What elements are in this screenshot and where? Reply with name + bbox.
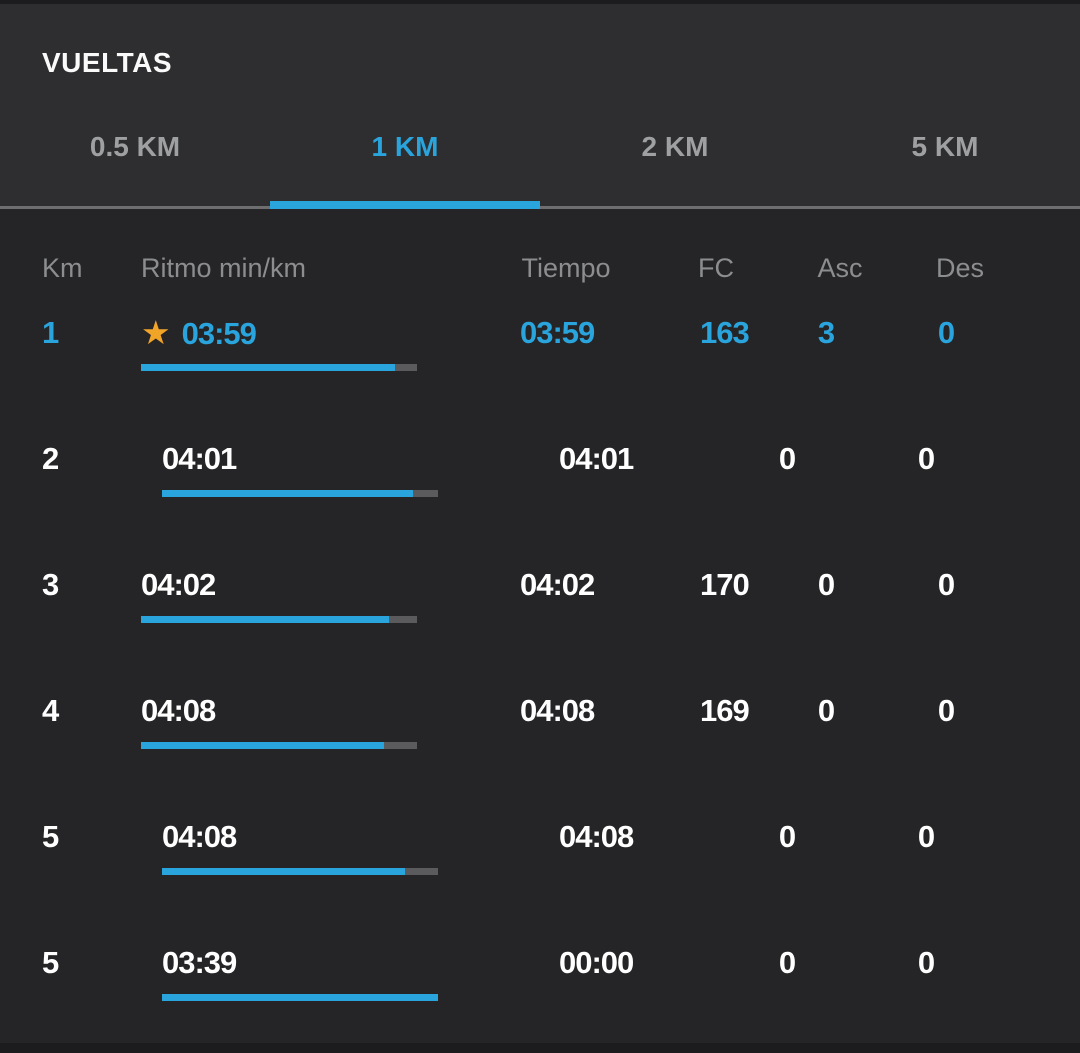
pace-bar-fill [141,742,384,749]
pace-bar-fill [141,364,395,371]
lap-heart-rate: 169 [700,693,750,728]
lap-pace: ★ 03:59 [141,314,257,351]
active-tab-underline [270,201,540,209]
lap-ascent: 0 [817,693,835,728]
lap-km: 4 [42,693,59,728]
lap-pace-value: 04:01 [162,441,237,476]
lap-row: 4 ★ 04:08 04:08 169 0 0 [0,693,1080,822]
page-title: VUELTAS [42,47,173,78]
lap-pace-value: 03:39 [162,945,237,980]
lap-time: 04:08 [520,693,595,728]
lap-pace: ★ 04:08 [162,819,237,854]
pace-bar [141,742,417,749]
lap-pace: ★ 04:08 [141,693,216,728]
lap-descent: 0 [937,693,955,728]
lap-ascent: 0 [778,819,796,854]
lap-row: 5 ★ 03:39 00:00 0 0 [0,945,1080,1053]
laps-table-body: 1 ★ 03:59 03:59 163 3 0 2 ★ 04:01 04:01 … [0,314,1080,1053]
column-header-time: Tiempo [521,253,611,283]
distance-tab-2-km[interactable]: 2 KM [641,131,709,162]
lap-ascent: 3 [817,315,835,350]
lap-ascent: 0 [817,567,835,602]
lap-descent: 0 [937,315,955,350]
lap-time: 00:00 [559,945,634,980]
pace-bar [141,616,417,623]
pace-bar-fill [162,490,414,497]
laps-table-header: Km Ritmo min/km Tiempo FC Asc Des [0,253,1080,283]
best-lap-star-icon: ★ [141,314,171,351]
column-header-pace: Ritmo min/km [141,253,307,283]
lap-row: 5 ★ 04:08 04:08 0 0 [0,819,1080,948]
top-edge-strip [0,0,1080,4]
lap-row: 1 ★ 03:59 03:59 163 3 0 [0,314,1080,444]
tabs-divider [0,201,1080,209]
lap-time: 03:59 [520,315,595,350]
pace-bar [162,994,438,1001]
lap-pace-value: 04:08 [162,819,237,854]
distance-tab-0.5-km[interactable]: 0.5 KM [89,131,181,162]
lap-heart-rate: 170 [700,567,750,602]
lap-time: 04:08 [559,819,634,854]
lap-pace: ★ 04:02 [141,567,216,602]
column-header-km: Km [42,253,83,283]
lap-ascent: 0 [778,945,796,980]
header-background [0,0,1080,206]
distance-tab-1-km[interactable]: 1 KM [371,131,439,162]
lap-pace-value: 04:08 [141,693,216,728]
lap-km: 2 [42,441,59,476]
lap-km: 1 [42,315,59,350]
pace-bar-fill [162,868,405,875]
lap-descent: 0 [917,441,935,476]
lap-time: 04:02 [520,567,595,602]
lap-descent: 0 [917,945,935,980]
lap-descent: 0 [937,567,955,602]
pace-bar [141,364,417,371]
column-header-hr: FC [698,253,734,283]
lap-pace-value: 04:02 [141,567,216,602]
pace-bar [162,868,438,875]
column-header-descent: Des [935,253,985,283]
lap-pace: ★ 04:01 [162,441,237,476]
pace-bar-fill [162,994,438,1001]
lap-ascent: 0 [778,441,796,476]
lap-time: 04:01 [559,441,634,476]
lap-pace-value: 03:59 [181,316,257,351]
lap-heart-rate: 163 [700,315,750,350]
lap-row: 2 ★ 04:01 04:01 0 0 [0,441,1080,570]
distance-tab-5-km[interactable]: 5 KM [911,131,979,162]
lap-descent: 0 [917,819,935,854]
column-header-ascent: Asc [817,253,863,283]
bottom-edge-strip [0,1043,1080,1053]
distance-tabs: 0.5 KM 1 KM 2 KM 5 KM [0,119,1080,175]
pace-bar-fill [141,616,390,623]
lap-km: 5 [42,819,59,854]
pace-bar [162,490,438,497]
lap-row: 3 ★ 04:02 04:02 170 0 0 [0,567,1080,696]
lap-km: 3 [42,567,59,602]
lap-pace: ★ 03:39 [162,945,237,980]
lap-km: 5 [42,945,59,980]
